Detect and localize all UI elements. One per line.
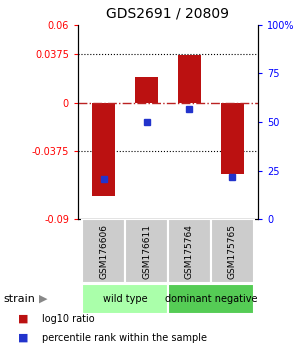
Text: percentile rank within the sample: percentile rank within the sample <box>42 333 207 343</box>
Text: dominant negative: dominant negative <box>165 294 257 304</box>
Text: strain: strain <box>3 294 35 304</box>
Bar <box>125 219 168 283</box>
Bar <box>220 103 244 174</box>
Bar <box>178 55 201 103</box>
Text: ■: ■ <box>18 333 28 343</box>
Bar <box>135 77 158 103</box>
Bar <box>82 284 168 314</box>
Text: ▶: ▶ <box>39 294 47 304</box>
Text: wild type: wild type <box>103 294 148 304</box>
Text: log10 ratio: log10 ratio <box>42 314 94 324</box>
Bar <box>211 219 254 283</box>
Title: GDS2691 / 20809: GDS2691 / 20809 <box>106 7 230 21</box>
Text: GSM176611: GSM176611 <box>142 224 151 279</box>
Text: GSM176606: GSM176606 <box>99 224 108 279</box>
Bar <box>168 284 254 314</box>
Text: ■: ■ <box>18 314 28 324</box>
Bar <box>92 103 116 196</box>
Text: GSM175764: GSM175764 <box>185 224 194 279</box>
Bar <box>168 219 211 283</box>
Bar <box>82 219 125 283</box>
Text: GSM175765: GSM175765 <box>228 224 237 279</box>
